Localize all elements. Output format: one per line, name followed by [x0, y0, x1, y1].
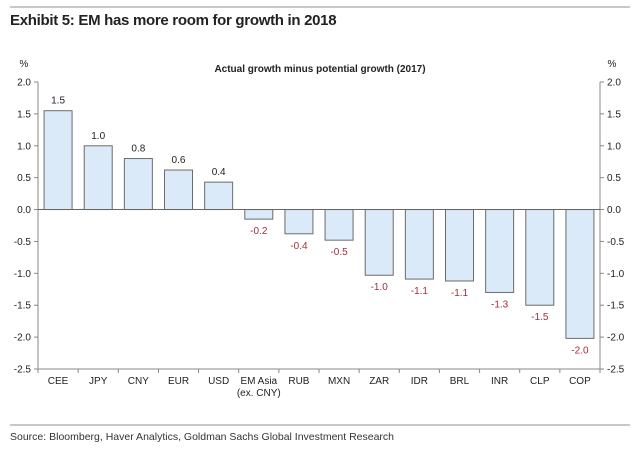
data-label: -1.3 [491, 299, 509, 310]
y-tick-label-left: 1.5 [17, 109, 31, 120]
bar-jpy [83, 145, 113, 211]
bar-eur [164, 169, 193, 211]
x-tick-label: EM Asia [240, 376, 277, 387]
bar-cny [123, 158, 153, 211]
bar-zar [364, 209, 394, 276]
data-label: 0.6 [172, 155, 186, 166]
top-divider [10, 6, 630, 8]
data-label: 0.4 [212, 167, 226, 178]
data-label: -0.2 [250, 226, 268, 237]
y-tick-label-right: 1.5 [607, 109, 621, 120]
data-label: -0.5 [330, 247, 348, 258]
exhibit-title: Exhibit 5: EM has more room for growth i… [10, 12, 337, 29]
x-tick-label: RUB [288, 376, 309, 387]
x-tick-label: CNY [128, 376, 149, 387]
x-tick-label: CLP [530, 376, 550, 387]
chart-title: Actual growth minus potential growth (20… [214, 64, 425, 75]
bar-usd [204, 181, 234, 211]
y-tick-label-left: -2.5 [14, 365, 32, 376]
y-tick-label-left: 1.0 [17, 141, 31, 152]
bar-idr [404, 209, 434, 280]
bar-em-asia [244, 209, 274, 220]
bar-cee [43, 110, 73, 211]
x-tick-label: INR [491, 376, 508, 387]
data-label: 1.5 [51, 96, 65, 107]
data-label: -1.1 [451, 288, 469, 299]
x-tick-label: BRL [450, 376, 470, 387]
y-tick-label-left: -0.5 [14, 237, 32, 248]
bar-clp [525, 209, 555, 306]
x-tick-label: IDR [411, 376, 428, 387]
x-tick-label: USD [208, 376, 229, 387]
y-tick-label-right: -2.0 [607, 333, 625, 344]
source-note: Source: Bloomberg, Haver Analytics, Gold… [10, 431, 395, 443]
y-tick-label-right: -1.5 [607, 301, 625, 312]
y-tick-label-left: -1.5 [14, 301, 32, 312]
x-tick-label: (ex. CNY) [237, 388, 281, 399]
x-tick-label: EUR [168, 376, 189, 387]
data-label: -2.0 [571, 345, 589, 356]
data-label: 1.0 [91, 131, 105, 142]
y-tick-label-right: -1.0 [607, 269, 625, 280]
bar-cop [565, 209, 595, 339]
bar-inr [485, 209, 515, 293]
x-tick-label: MXN [328, 376, 350, 387]
y-tick-label-left: -2.0 [14, 333, 32, 344]
bar-rub [284, 209, 314, 235]
x-tick-label: CEE [48, 376, 69, 387]
data-label: -0.4 [290, 241, 308, 252]
bar-mxn [324, 209, 354, 241]
bottom-divider [10, 424, 630, 426]
x-tick-label: JPY [89, 376, 108, 387]
bar-brl [445, 209, 474, 282]
y-tick-label-left: -1.0 [14, 269, 32, 280]
data-label: -1.1 [411, 286, 429, 297]
y-tick-label-right: 1.0 [607, 141, 621, 152]
x-tick-label: COP [569, 376, 591, 387]
y-tick-label-left: 0.5 [17, 173, 31, 184]
data-label: 0.8 [131, 144, 145, 155]
data-label: -1.0 [371, 282, 389, 293]
y-axis-unit-right: % [608, 59, 617, 70]
y-tick-label-right: 2.0 [607, 78, 621, 89]
y-tick-label-left: 0.0 [17, 205, 31, 216]
y-tick-label-left: 2.0 [17, 78, 31, 89]
x-tick-label: ZAR [369, 376, 389, 387]
y-tick-label-right: 0.5 [607, 173, 621, 184]
y-tick-label-right: 0.0 [607, 205, 621, 216]
y-axis-unit-left: % [20, 59, 29, 70]
data-label: -1.5 [531, 312, 549, 323]
y-tick-label-right: -0.5 [607, 237, 625, 248]
y-tick-label-right: -2.5 [607, 365, 625, 376]
